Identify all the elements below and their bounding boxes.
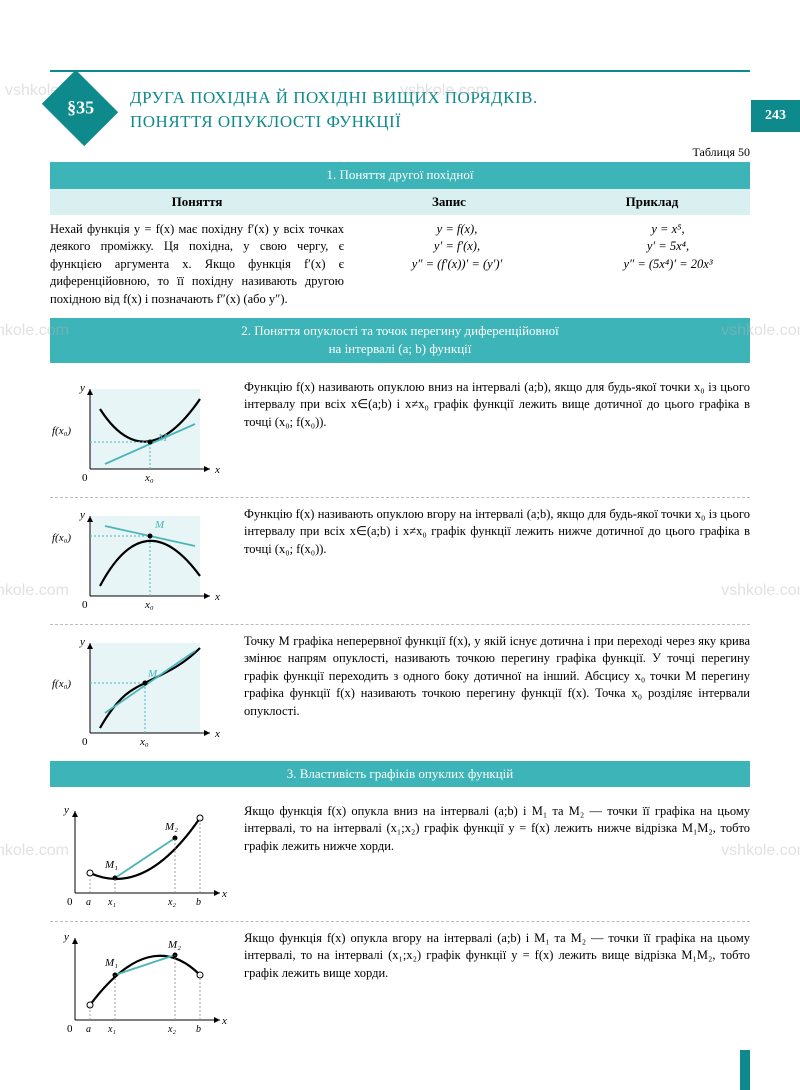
col-header-1: Поняття: [50, 189, 344, 215]
column-headers: Поняття Запис Приклад: [50, 189, 750, 215]
section-header: §35 ДРУГА ПОХІДНА Й ПОХІДНІ ВИЩИХ ПОРЯДК…: [50, 80, 750, 134]
section-title: ДРУГА ПОХІДНА Й ПОХІДНІ ВИЩИХ ПОРЯДКІВ. …: [130, 80, 538, 134]
svg-text:M₂: M₂: [164, 821, 178, 833]
graph-inflection: x y 0 M x₀ f(x₀): [50, 633, 230, 753]
example-l1: y = x⁵,: [570, 221, 766, 239]
notation-l1: y = f(x),: [352, 221, 562, 239]
inflection-block: x y 0 M x₀ f(x₀) Точку M графіка неперер…: [50, 624, 750, 753]
svg-text:x: x: [221, 888, 227, 900]
svg-text:f(x₀): f(x₀): [52, 532, 71, 544]
graph-convex-up: x y 0 M x₀ f(x₀): [50, 506, 230, 616]
svg-text:0: 0: [67, 1023, 73, 1035]
end-bar: [740, 1050, 750, 1090]
col-header-2: Запис: [344, 189, 554, 215]
table-label: Таблиця 50: [50, 144, 750, 161]
svg-text:M: M: [147, 668, 158, 680]
notation-col: y = f(x), y′ = f′(x), y″ = (f′(x))′ = (y…: [352, 221, 562, 309]
svg-text:x₁: x₁: [107, 1024, 116, 1035]
svg-text:f(x₀): f(x₀): [52, 678, 71, 690]
page-number: 243: [751, 100, 800, 132]
svg-text:f(x₀): f(x₀): [52, 425, 71, 437]
svg-text:x₁: x₁: [107, 897, 116, 908]
svg-text:y: y: [79, 636, 85, 648]
svg-text:M: M: [154, 519, 165, 531]
svg-text:x: x: [214, 464, 220, 476]
section-badge: §35: [42, 70, 118, 146]
svg-text:y: y: [63, 804, 69, 816]
top-rule: [50, 70, 750, 72]
svg-text:0: 0: [67, 896, 73, 908]
svg-text:x₂: x₂: [167, 1024, 176, 1035]
section-title-line1: ДРУГА ПОХІДНА Й ПОХІДНІ ВИЩИХ ПОРЯДКІВ.: [130, 86, 538, 110]
inflection-text: Точку M графіка неперервної функції f(x)…: [244, 633, 750, 753]
convex-up-text: Функцію f(x) називають опуклою вгору на …: [244, 506, 750, 616]
svg-text:0: 0: [82, 599, 88, 611]
svg-text:M₂: M₂: [167, 939, 181, 951]
svg-text:x₂: x₂: [167, 897, 176, 908]
notation-l3: y″ = (f′(x))′ = (y′)′: [352, 256, 562, 274]
convex-up-block: x y 0 M x₀ f(x₀) Функцію f(x) називають …: [50, 497, 750, 616]
col-header-3: Приклад: [554, 189, 750, 215]
svg-text:M: M: [157, 432, 168, 444]
svg-text:M₁: M₁: [104, 957, 118, 969]
svg-text:y: y: [79, 382, 85, 394]
svg-text:x: x: [221, 1015, 227, 1027]
section-bar-3: 3. Властивість графіків опуклих функцій: [50, 761, 750, 787]
convex-down-block: x y 0 M x₀ f(x₀) Функцію f(x) називають …: [50, 371, 750, 489]
example-l3: y″ = (5x⁴)′ = 20x³: [570, 256, 766, 274]
convex-down-text: Функцію f(x) називають опуклою вниз на і…: [244, 379, 750, 489]
section-badge-text: §35: [67, 95, 94, 120]
svg-text:a: a: [86, 897, 91, 908]
chord-below-block: x y 0 M₁ M₂ a x₁ x₂ b Якщо функція f(x) …: [50, 795, 750, 913]
example-l2: y′ = 5x⁴,: [570, 238, 766, 256]
svg-text:y: y: [63, 931, 69, 943]
section-bar-2: 2. Поняття опуклості та точок перегину д…: [50, 318, 750, 362]
svg-text:b: b: [196, 1024, 201, 1035]
svg-text:x₀: x₀: [144, 599, 154, 611]
svg-text:a: a: [86, 1024, 91, 1035]
graph-convex-down: x y 0 M x₀ f(x₀): [50, 379, 230, 489]
svg-text:M₁: M₁: [104, 859, 118, 871]
svg-text:x₀: x₀: [144, 472, 154, 484]
bar2-l1: 2. Поняття опуклості та точок перегину д…: [58, 322, 742, 340]
chord-above-block: x y 0 M₁ M₂ a x₁ x₂ b Якщо функція f(x) …: [50, 921, 750, 1040]
svg-text:b: b: [196, 897, 201, 908]
svg-text:x₀: x₀: [139, 736, 149, 748]
example-col: y = x⁵, y′ = 5x⁴, y″ = (5x⁴)′ = 20x³: [570, 221, 766, 309]
chord-above-text: Якщо функція f(x) опукла вгору на інтерв…: [244, 930, 750, 1040]
section-title-line2: ПОНЯТТЯ ОПУКЛОСТІ ФУНКЦІЇ: [130, 110, 538, 134]
svg-text:x: x: [214, 591, 220, 603]
svg-text:x: x: [214, 728, 220, 740]
definition-row: Нехай функція y = f(x) має похідну f′(x)…: [50, 221, 750, 309]
chord-below-text: Якщо функція f(x) опукла вниз на інтерва…: [244, 803, 750, 913]
graph-chord-below: x y 0 M₁ M₂ a x₁ x₂ b: [50, 803, 230, 913]
svg-text:0: 0: [82, 472, 88, 484]
bar2-l2: на інтервалі (a; b) функції: [58, 340, 742, 358]
svg-text:0: 0: [82, 736, 88, 748]
definition-text: Нехай функція y = f(x) має похідну f′(x)…: [50, 221, 344, 309]
section-bar-1: 1. Поняття другої похідної: [50, 162, 750, 188]
svg-text:y: y: [79, 509, 85, 521]
graph-chord-above: x y 0 M₁ M₂ a x₁ x₂ b: [50, 930, 230, 1040]
notation-l2: y′ = f′(x),: [352, 238, 562, 256]
